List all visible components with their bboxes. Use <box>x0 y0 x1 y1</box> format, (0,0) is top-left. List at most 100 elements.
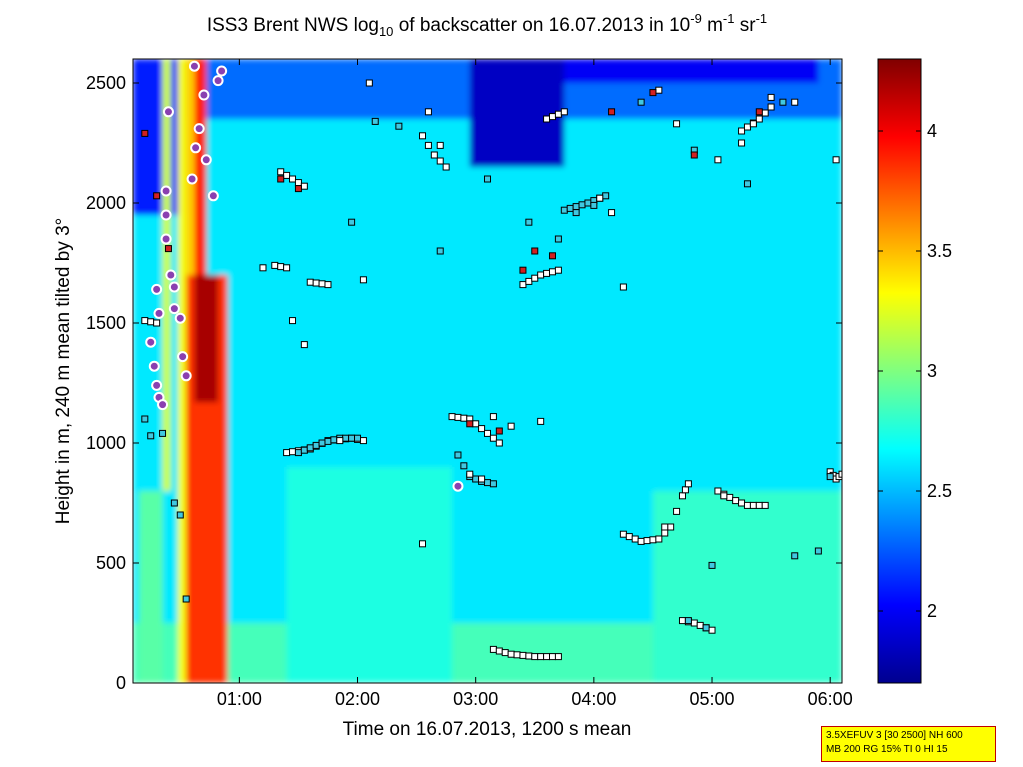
y-tick-label: 2000 <box>86 193 126 213</box>
cloud-square-marker <box>667 523 675 531</box>
cloud-base-circle-marker <box>162 106 174 118</box>
cloud-square-marker <box>153 319 161 327</box>
cloud-square-marker <box>259 264 267 272</box>
cloud-square-marker <box>513 651 521 659</box>
cloud-square-marker <box>684 617 692 625</box>
title-part-d: sr <box>734 15 756 36</box>
cloud-square-marker <box>655 86 663 94</box>
cloud-square-marker <box>602 192 610 200</box>
info-box: 3.5XEFUV 3 [30 2500] NH 600 MB 200 RG 15… <box>821 726 996 762</box>
cloud-square-marker <box>537 271 545 279</box>
cloud-square-marker <box>466 420 474 428</box>
cloud-square-marker <box>548 653 556 661</box>
cloud-square-marker <box>495 439 503 447</box>
cloud-square-marker <box>318 439 326 447</box>
field-region <box>469 59 565 167</box>
title-sub: 10 <box>379 24 393 39</box>
cloud-square-marker <box>472 475 480 483</box>
cloud-base-circle-marker <box>188 60 200 72</box>
cloud-square-marker <box>560 108 568 116</box>
cloud-square-marker <box>543 653 551 661</box>
cloud-base-circle-marker <box>148 360 160 372</box>
cloud-square-marker <box>531 274 539 282</box>
title-part-a: ISS3 Brent NWS log <box>207 15 379 36</box>
cloud-square-marker <box>572 209 580 217</box>
cloud-square-marker <box>608 209 616 217</box>
title-part-b: of backscatter on 16.07.2013 in 10 <box>393 15 690 36</box>
cloud-square-marker <box>525 652 533 660</box>
cloud-square-marker <box>495 427 503 435</box>
cloud-square-marker <box>543 269 551 277</box>
cloud-base-circle-marker <box>168 303 180 315</box>
cloud-square-marker <box>147 432 155 440</box>
cloud-square-marker <box>637 98 645 106</box>
cloud-square-marker <box>454 451 462 459</box>
cloud-square-marker <box>791 552 799 560</box>
cloud-square-marker <box>755 501 763 509</box>
cloud-square-marker <box>519 281 527 289</box>
cloud-square-marker <box>543 115 551 123</box>
cloud-square-marker <box>548 113 556 121</box>
cloud-square-marker <box>336 437 344 445</box>
cloud-square-marker <box>348 218 356 226</box>
cloud-square-marker <box>324 281 332 289</box>
y-tick-label: 1000 <box>86 433 126 453</box>
colorbar-tick-label: 3 <box>927 361 937 381</box>
cloud-square-marker <box>507 422 515 430</box>
cloud-square-marker <box>271 261 279 269</box>
colorbar-tick-label: 4 <box>927 121 937 141</box>
cloud-base-circle-marker <box>160 209 172 221</box>
cloud-square-marker <box>170 499 178 507</box>
cloud-square-marker <box>489 645 497 653</box>
cloud-square-marker <box>318 280 326 288</box>
cloud-square-marker <box>678 617 686 625</box>
cloud-square-marker <box>814 547 822 555</box>
cloud-square-marker <box>277 168 285 176</box>
x-tick-label: 04:00 <box>571 689 616 709</box>
cloud-square-marker <box>596 194 604 202</box>
cloud-square-marker <box>755 115 763 123</box>
cloud-square-marker <box>525 218 533 226</box>
cloud-square-marker <box>519 266 527 274</box>
cloud-square-marker <box>726 493 734 501</box>
cloud-square-marker <box>690 619 698 627</box>
cloud-square-marker <box>277 263 285 271</box>
cloud-square-marker <box>300 182 308 190</box>
cloud-square-marker <box>147 318 155 326</box>
cloud-square-marker <box>300 446 308 454</box>
cloud-square-marker <box>430 151 438 159</box>
cloud-base-circle-marker <box>174 312 186 324</box>
colorbar-axis: 2 2.5 3 3.5 4 <box>878 121 952 621</box>
cloud-square-marker <box>312 279 320 287</box>
cloud-base-circle-marker <box>157 399 169 411</box>
cloud-square-marker <box>560 206 568 214</box>
cloud-square-marker <box>153 192 161 200</box>
cloud-square-marker <box>572 203 580 211</box>
field-region <box>194 59 207 275</box>
field-region <box>138 491 163 683</box>
field-region <box>133 59 187 215</box>
cloud-base-circle-marker <box>200 154 212 166</box>
cloud-base-circle-marker <box>160 233 172 245</box>
x-tick-label: 03:00 <box>453 689 498 709</box>
cloud-square-marker <box>365 79 373 87</box>
cloud-base-circle-marker <box>180 370 192 382</box>
x-axis: 01:00 02:00 03:00 04:00 05:00 06:00 <box>217 59 853 709</box>
cloud-base-circle-marker <box>151 283 163 295</box>
y-tick-label: 500 <box>96 553 126 573</box>
cloud-square-marker <box>424 141 432 149</box>
cloud-square-marker <box>743 180 751 188</box>
cloud-square-marker <box>625 533 633 541</box>
cloud-square-marker <box>749 501 757 509</box>
cloud-square-marker <box>164 245 172 253</box>
cloud-square-marker <box>460 462 468 470</box>
cloud-square-marker <box>354 434 362 442</box>
cloud-square-marker <box>436 141 444 149</box>
cloud-square-marker <box>681 486 689 494</box>
cloud-square-marker <box>755 108 763 116</box>
y-tick-label: 0 <box>116 673 126 693</box>
cloud-square-marker <box>489 413 497 421</box>
cloud-square-marker <box>283 449 291 457</box>
cloud-square-marker <box>643 537 651 545</box>
title-sup-3: -1 <box>756 11 768 26</box>
